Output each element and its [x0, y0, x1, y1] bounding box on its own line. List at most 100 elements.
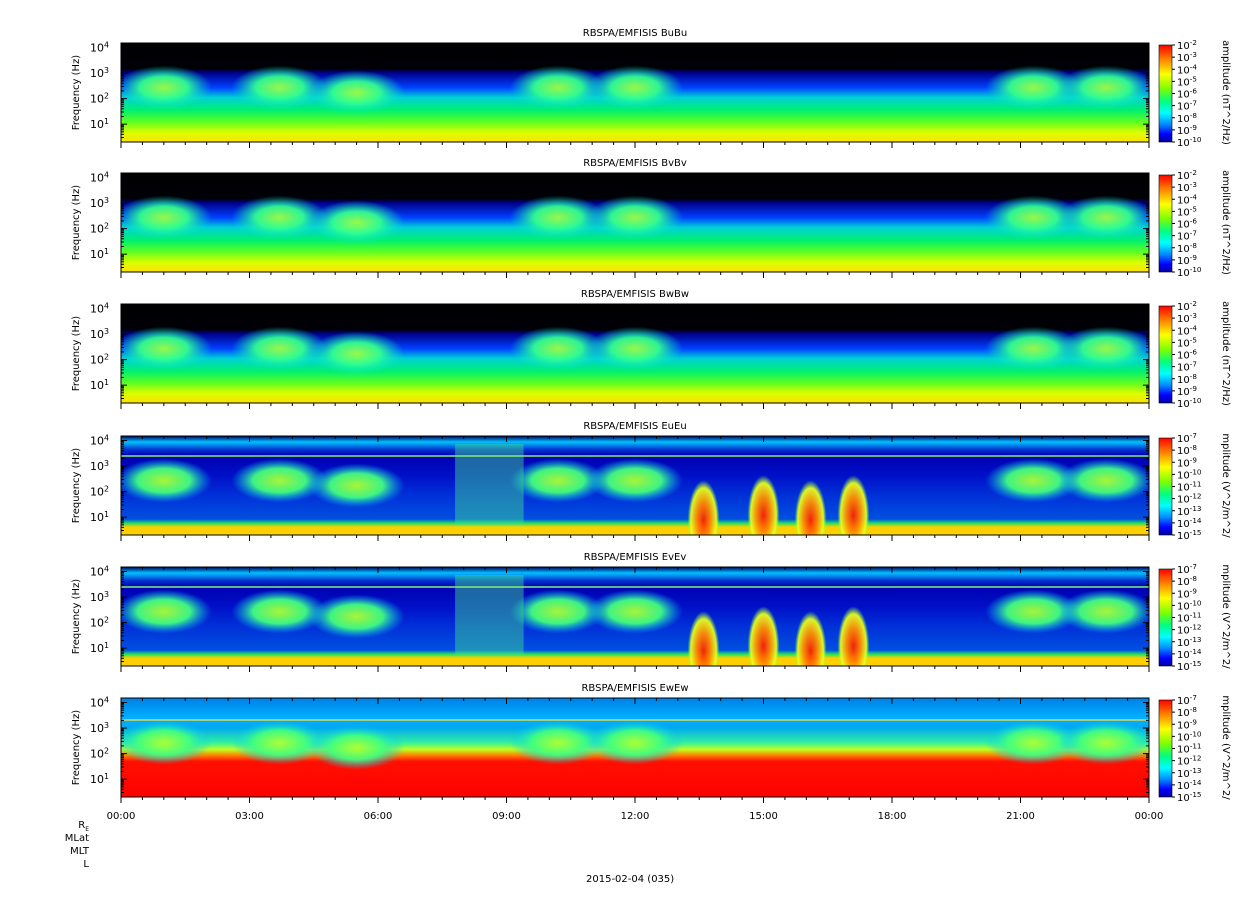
- emission-patch: [587, 458, 683, 503]
- y-tick-label: 104: [90, 40, 109, 54]
- emission-patch: [985, 589, 1082, 634]
- emission-patch: [1058, 326, 1149, 371]
- colorbar-tick-label: 10-15: [1177, 528, 1201, 542]
- colorbar-tick-label: 10-4: [1177, 323, 1197, 337]
- y-axis-label: Frequency (Hz): [71, 448, 82, 524]
- broadband-burst: [794, 480, 827, 535]
- emission-patch: [308, 70, 405, 115]
- colorbar-tick-label: 10-11: [1177, 611, 1201, 625]
- emission-patch: [985, 65, 1082, 110]
- panel-title: RBSPA/EMFISIS EwEw: [581, 683, 688, 694]
- y-tick-label: 103: [90, 590, 109, 604]
- emission-patch: [121, 326, 212, 371]
- broadband-burst: [837, 606, 870, 666]
- y-tick-label: 102: [90, 92, 109, 106]
- y-axis-label: Frequency (Hz): [71, 710, 82, 786]
- date-label: 2015-02-04 (035): [586, 874, 675, 885]
- y-tick-label: 104: [90, 170, 109, 184]
- emission-patch: [231, 65, 328, 110]
- colorbar-tick-label: 10-5: [1177, 204, 1197, 218]
- emission-patch: [1058, 720, 1149, 765]
- emission-patch: [1058, 458, 1149, 503]
- colorbar-label: mplitude (V^2/m^2/: [1220, 564, 1231, 669]
- colorbar-tick-label: 10-13: [1177, 635, 1201, 649]
- colorbar-tick-label: 10-13: [1177, 766, 1201, 780]
- y-tick-label: 101: [90, 641, 109, 655]
- emission-patch: [1058, 195, 1149, 240]
- x-tick-label: 00:00: [107, 811, 136, 822]
- colorbar: [1158, 174, 1173, 273]
- panel-title: RBSPA/EMFISIS BuBu: [583, 28, 687, 39]
- panel-title: RBSPA/EMFISIS EuEu: [583, 421, 686, 432]
- panel-5: RBSPA/EMFISIS EvEv 101 102 103 104 Frequency …: [71, 552, 1231, 673]
- emission-patch: [587, 326, 683, 371]
- panel-6: RBSPA/EMFISIS EwEw 101 102 103 104 Frequency …: [71, 683, 1231, 804]
- colorbar-tick-label: 10-10: [1177, 135, 1202, 149]
- x-tick-label: 18:00: [878, 811, 907, 822]
- colorbar-tick-label: 10-5: [1177, 335, 1197, 349]
- y-tick-label: 103: [90, 721, 109, 735]
- y-tick-label: 102: [90, 353, 109, 367]
- emission-patch: [231, 720, 328, 765]
- emission-patch: [308, 463, 405, 508]
- y-tick-label: 103: [90, 459, 109, 473]
- colorbar-tick-label: 10-8: [1177, 241, 1197, 255]
- y-tick-label: 101: [90, 510, 109, 524]
- spectrogram-image: [121, 436, 1149, 535]
- colorbar-tick-label: 10-11: [1177, 742, 1201, 756]
- colorbar-tick-label: 10-2: [1177, 38, 1197, 52]
- x-tick-label: 06:00: [364, 811, 393, 822]
- spectrogram-image: [121, 173, 1149, 272]
- colorbar-tick-label: 10-10: [1177, 396, 1202, 410]
- broadband-burst: [794, 611, 827, 666]
- colorbar-tick-label: 10-9: [1177, 384, 1197, 398]
- colorbar-tick-label: 10-4: [1177, 192, 1197, 206]
- colorbar-tick-label: 10-10: [1177, 265, 1202, 279]
- emission-patch: [121, 458, 212, 503]
- colorbar-tick-label: 10-6: [1177, 348, 1197, 362]
- colorbar-label: amplitude (nT^2/Hz): [1220, 170, 1231, 275]
- emission-patch: [231, 195, 328, 240]
- colorbar-tick-label: 10-12: [1177, 492, 1201, 506]
- ephemeris-label-l: L: [83, 859, 89, 870]
- spectrogram-image: [121, 698, 1149, 797]
- spectrogram-image: [121, 43, 1149, 142]
- panel-3: RBSPA/EMFISIS BwBw 101 102 103 104 Frequency …: [71, 289, 1231, 410]
- y-tick-label: 101: [90, 247, 109, 261]
- emission-patch: [587, 195, 683, 240]
- colorbar-label: amplitude (nT^2/Hz): [1220, 40, 1231, 145]
- spectrogram-image: [121, 304, 1149, 403]
- emission-patch: [985, 720, 1082, 765]
- emission-patch: [308, 331, 405, 376]
- emission-patch: [985, 195, 1082, 240]
- y-axis-label: Frequency (Hz): [71, 579, 82, 655]
- colorbar-tick-label: 10-15: [1177, 659, 1201, 673]
- y-tick-label: 104: [90, 564, 109, 578]
- emission-patch: [308, 594, 405, 639]
- y-tick-label: 101: [90, 117, 109, 131]
- y-tick-label: 104: [90, 433, 109, 447]
- colorbar-tick-label: 10-6: [1177, 217, 1197, 231]
- colorbar: [1158, 437, 1173, 536]
- y-axis-label: Frequency (Hz): [71, 316, 82, 392]
- emission-patch: [231, 458, 328, 503]
- panel-title: RBSPA/EMFISIS BwBw: [581, 289, 689, 300]
- emission-patch: [231, 326, 328, 371]
- ephemeris-label-mlt: MLT: [70, 846, 89, 857]
- colorbar: [1158, 44, 1173, 143]
- colorbar-tick-label: 10-9: [1177, 586, 1197, 600]
- y-tick-label: 102: [90, 485, 109, 499]
- colorbar-tick-label: 10-7: [1177, 431, 1197, 445]
- emission-patch: [985, 326, 1082, 371]
- colorbar-label: amplitude (nT^2/Hz): [1220, 301, 1231, 406]
- colorbar-tick-label: 10-9: [1177, 717, 1197, 731]
- broadband-burst: [687, 480, 720, 535]
- emission-band: [455, 575, 524, 656]
- colorbar: [1158, 699, 1173, 798]
- colorbar-tick-label: 10-14: [1177, 647, 1202, 661]
- colorbar-tick-label: 10-7: [1177, 562, 1197, 576]
- colorbar: [1158, 568, 1173, 667]
- emission-patch: [308, 200, 405, 245]
- y-tick-label: 103: [90, 327, 109, 341]
